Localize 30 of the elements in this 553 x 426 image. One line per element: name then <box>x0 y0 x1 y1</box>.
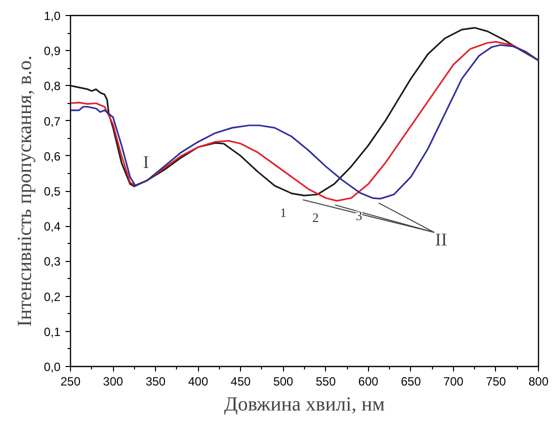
x-tick-label: 700 <box>443 374 464 388</box>
x-tick-label: 750 <box>486 374 506 388</box>
series-label: 1 <box>280 204 286 220</box>
x-tick-label: 550 <box>316 374 336 388</box>
y-tick-label: 1,0 <box>44 9 61 23</box>
annotation: I <box>143 152 150 172</box>
x-tick-label: 500 <box>273 374 294 388</box>
annotation: II <box>435 229 448 250</box>
y-tick-label: 0,9 <box>44 44 61 58</box>
y-tick-label: 0,5 <box>44 184 61 198</box>
y-tick-label: 0,2 <box>44 290 61 304</box>
x-axis-title: Довжина хвилі, нм <box>224 394 386 416</box>
y-tick-label: 0,0 <box>44 360 61 374</box>
x-tick-label: 400 <box>188 374 208 388</box>
y-tick-label: 0,3 <box>44 254 61 269</box>
y-tick-label: 0,4 <box>44 220 61 234</box>
x-tick-label: 250 <box>60 374 81 388</box>
series-label: 2 <box>312 210 319 226</box>
x-tick-label: 600 <box>358 374 379 388</box>
x-tick-label: 650 <box>400 374 422 388</box>
x-tick-label: 450 <box>230 374 252 388</box>
series-label: 3 <box>356 208 362 224</box>
y-axis-title: Інтенсивність пропускання, в.о. <box>14 55 36 327</box>
x-tick-label: 800 <box>528 374 549 388</box>
y-tick-label: 0,6 <box>44 149 61 164</box>
y-tick-label: 0,8 <box>44 79 61 94</box>
x-tick-label: 300 <box>103 374 124 388</box>
x-tick-label: 350 <box>146 374 166 388</box>
y-tick-label: 0,7 <box>44 114 61 128</box>
y-tick-label: 0,1 <box>44 324 61 339</box>
